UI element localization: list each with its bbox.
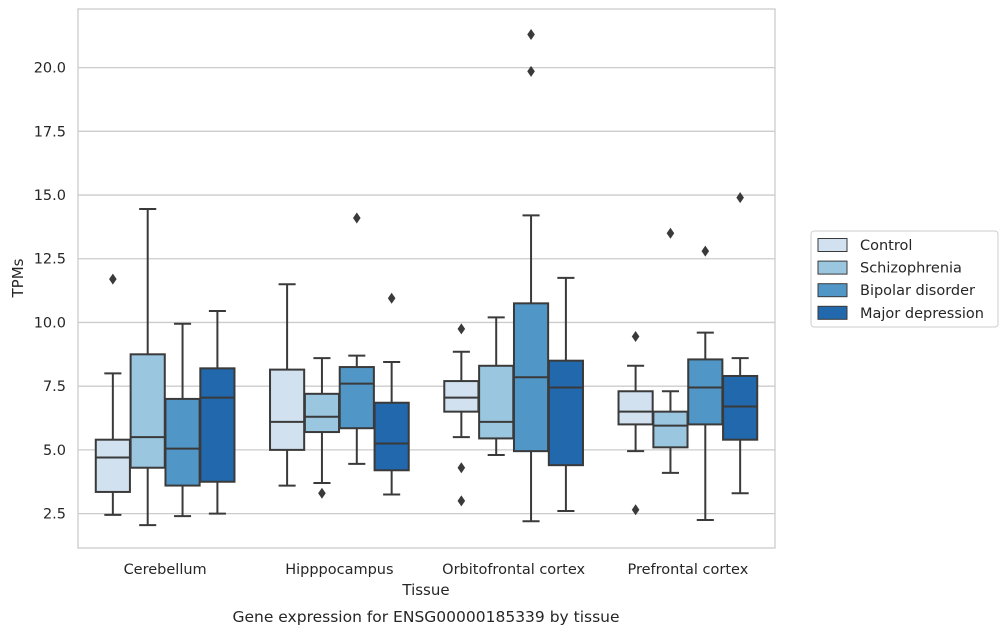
legend-swatch <box>817 238 848 252</box>
outlier-point <box>527 28 535 40</box>
x-tick-label: Cerebellum <box>124 562 207 578</box>
box-0-2 <box>164 322 201 518</box>
y-axis-title: TPMs <box>9 258 27 298</box>
y-tick-label: 12.5 <box>34 252 66 268</box>
box-0-3 <box>199 309 236 515</box>
box-body <box>373 401 410 472</box>
outlier-point <box>457 462 466 474</box>
box-body <box>687 358 724 426</box>
box-1-3 <box>373 292 410 496</box>
box-2-1 <box>478 316 515 456</box>
outlier-point <box>457 495 466 507</box>
outlier-point <box>631 504 640 516</box>
outlier-point <box>666 227 675 239</box>
box-body <box>722 374 759 441</box>
x-tick-label: Orbitofrontal cortex <box>442 562 585 578</box>
y-tick-label: 7.5 <box>43 379 66 395</box>
box-body <box>617 390 654 426</box>
y-tick-label: 5.0 <box>43 443 66 459</box>
x-tick-label: Prefrontal cortex <box>627 562 748 578</box>
box-3-0 <box>617 330 654 516</box>
box-body <box>94 438 131 493</box>
legend-swatch <box>817 283 848 298</box>
box-body <box>164 397 201 487</box>
outlier-point <box>353 212 361 224</box>
x-axis-title: Tissue <box>401 581 449 599</box>
box-body <box>303 392 341 434</box>
x-tick-label: Hipppocampus <box>285 562 393 578</box>
legend-swatch <box>817 305 848 320</box>
legend-swatch <box>817 260 848 275</box>
outlier-point <box>109 273 117 285</box>
y-tick-label: 20.0 <box>34 61 66 77</box>
box-1-0 <box>269 283 306 487</box>
box-body <box>547 359 584 467</box>
box-3-1 <box>652 227 689 474</box>
legend-frame <box>810 230 999 328</box>
box-body <box>338 366 375 430</box>
box-0-0 <box>94 273 131 516</box>
x-tick-labels: Cerebellum Hipppocampus Orbitofrontal cort… <box>124 562 749 578</box>
legend-label: Schizophrenia <box>860 261 962 277</box>
box-2-0 <box>443 323 480 507</box>
chart-caption: Gene expression for ENSG00000185339 by t… <box>232 608 619 626</box>
box-0-1 <box>129 208 166 527</box>
y-tick-label: 15.0 <box>34 188 66 204</box>
legend: Control Schizophrenia Bipolar disorder Majo… <box>810 230 999 328</box>
legend-label: Control <box>860 238 912 254</box>
outlier-point <box>701 245 710 257</box>
outlier-point <box>318 487 326 499</box>
box-body <box>199 367 236 483</box>
legend-label: Bipolar disorder <box>860 283 975 299</box>
box-body <box>129 353 166 469</box>
box-body <box>478 364 515 440</box>
outlier-point <box>457 323 466 335</box>
y-tick-label: 10.0 <box>34 315 66 331</box>
box-body <box>652 410 689 449</box>
box-1-1 <box>303 357 341 499</box>
y-tick-label: 2.5 <box>43 507 66 523</box>
legend-label: Major depression <box>860 306 984 322</box>
box-1-2 <box>338 212 375 465</box>
outlier-point <box>387 292 396 304</box>
box-3-3 <box>722 192 759 495</box>
outlier-point <box>527 65 535 77</box>
box-groups <box>94 28 759 527</box>
outlier-point <box>736 192 744 204</box>
box-body <box>269 368 306 451</box>
box-3-2 <box>687 245 724 521</box>
y-tick-label: 17.5 <box>34 124 66 140</box>
box-2-3 <box>547 276 584 513</box>
plot-area-frame <box>77 8 776 549</box>
outlier-point <box>631 330 640 342</box>
box-body <box>443 380 480 413</box>
box-2-2 <box>512 28 550 523</box>
y-tick-labels: 2.5 5.0 7.5 10.0 12.5 15.0 17.5 20.0 <box>34 61 66 523</box>
